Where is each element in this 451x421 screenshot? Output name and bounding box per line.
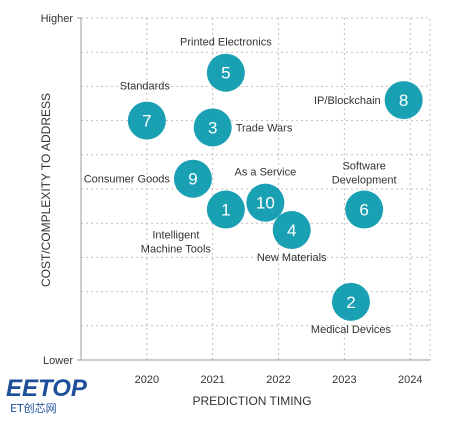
point-labels: Intelligent Machine Tools Medical Devices T…	[84, 37, 397, 336]
bubble-number: 5	[221, 64, 230, 83]
bubble-number: 7	[142, 112, 151, 131]
point-label: Consumer Goods	[84, 174, 171, 186]
point-label: Printed Electronics	[180, 37, 272, 49]
bubble-7	[127, 101, 166, 140]
bubble-9	[173, 159, 212, 198]
bubble-number: 3	[208, 118, 217, 137]
bubble-number: 2	[346, 293, 355, 312]
point-label: As a Service	[235, 167, 297, 179]
point-label: Intelligent Machine Tools	[141, 230, 212, 256]
bubble-number: 6	[359, 201, 368, 220]
point-label: New Materials	[257, 252, 327, 264]
bubble-10	[246, 183, 285, 222]
axes	[77, 17, 430, 361]
x-tick-label: 2022	[266, 374, 290, 386]
bubble-number: 10	[256, 194, 275, 213]
bubble-8	[384, 81, 423, 120]
x-tick-label: 2020	[135, 374, 159, 386]
y-tick-label: Higher	[41, 13, 74, 25]
watermark-subtext: ET创芯网	[10, 401, 57, 415]
bubble-2	[331, 282, 370, 321]
x-tick-label: 2024	[398, 374, 422, 386]
point-label: Medical Devices	[311, 324, 392, 336]
x-tick-label: 2023	[332, 374, 356, 386]
x-tick-label: 2021	[200, 374, 224, 386]
point-label: Trade Wars	[236, 122, 293, 134]
bubble-number: 9	[188, 170, 197, 189]
watermark-text: EETOP	[6, 375, 88, 402]
y-axis-label: COST/COMPLEXITY TO ADDRESS	[39, 93, 53, 287]
bubble-number: 8	[399, 91, 408, 110]
point-label: IP/Blockchain	[314, 95, 381, 107]
bubble-5	[206, 53, 245, 92]
bubble-4	[272, 211, 311, 250]
bubble-number: 4	[287, 221, 296, 240]
tick-labels: 2020 2021 2022 2023 2024 Higher Lower	[41, 13, 423, 386]
y-tick-label: Lower	[43, 355, 73, 367]
bubble-1	[206, 190, 245, 229]
x-axis-label: PREDICTION TIMING	[192, 394, 311, 408]
bubble-6	[345, 190, 384, 229]
bubble-3	[193, 108, 232, 147]
bubble-number: 1	[221, 201, 230, 220]
point-label: Software Development	[332, 161, 397, 187]
bubbles: 1 2 3 4 5 6 7 8 9 10	[127, 53, 423, 321]
point-label: Standards	[120, 81, 171, 93]
watermark-logo: EETOP ET创芯网	[4, 372, 114, 416]
